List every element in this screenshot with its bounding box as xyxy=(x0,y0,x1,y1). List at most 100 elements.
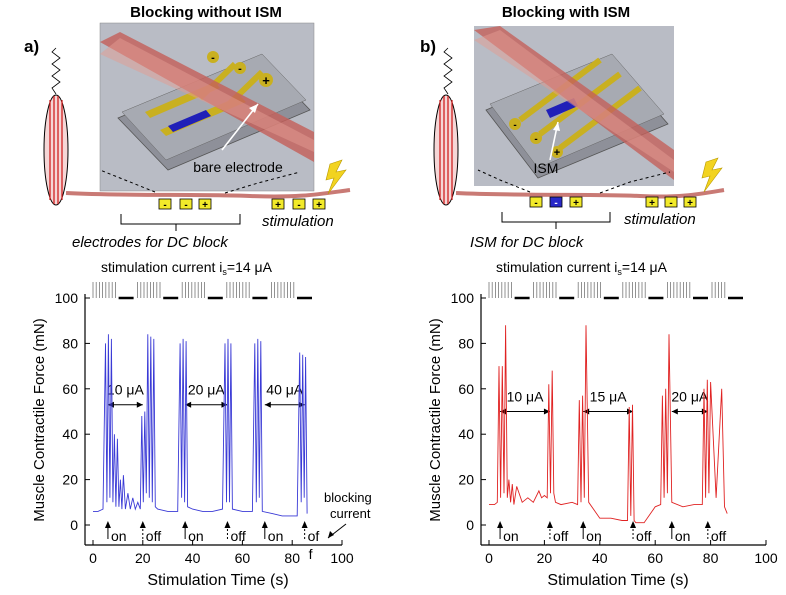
y-tick-label: 100 xyxy=(451,290,475,306)
svg-text:-: - xyxy=(534,198,537,209)
stimulation-label-a: stimulation xyxy=(262,213,334,230)
block-current-label: 20 μA xyxy=(188,382,226,398)
x-axis-label-a: Stimulation Time (s) xyxy=(147,572,288,589)
off-label: off xyxy=(146,528,161,544)
stimulation-pulse-train-a xyxy=(92,282,312,300)
force-trace-a xyxy=(93,334,308,517)
marker-arrowhead xyxy=(704,521,711,528)
svg-text:-: - xyxy=(211,52,215,64)
nerve-b xyxy=(455,188,725,199)
nerve-a xyxy=(65,188,351,199)
off-label-wrap: f xyxy=(309,546,313,562)
electrode-caption-a: electrodes for DC block xyxy=(72,234,229,251)
x-tick-label: 100 xyxy=(754,550,778,566)
stim-pads-a: + - + xyxy=(271,198,326,211)
lightning-icon xyxy=(325,159,347,195)
marker-arrowhead xyxy=(546,521,553,528)
device-illustration-a: - - + bare electrode xyxy=(99,22,315,192)
x-tick-label: 40 xyxy=(185,550,201,566)
blocking-label-a-2: current xyxy=(330,506,371,521)
electrode-bracket-a xyxy=(120,214,241,231)
svg-text:+: + xyxy=(275,200,281,211)
x-tick-label: 100 xyxy=(330,550,354,566)
arrowhead xyxy=(627,408,634,415)
marker-arrowhead xyxy=(104,521,111,528)
marker-arrowhead xyxy=(497,521,504,528)
electrode-bracket-b xyxy=(501,212,611,229)
marker-arrowhead xyxy=(224,521,231,528)
y-tick-label: 0 xyxy=(466,517,474,533)
marker-arrowhead xyxy=(630,521,637,528)
on-label: on xyxy=(675,528,691,544)
block-current-label: 10 μA xyxy=(107,382,145,398)
svg-text:+: + xyxy=(316,200,322,211)
block-current-label: 15 μA xyxy=(590,389,628,405)
on-label: on xyxy=(268,528,284,544)
on-label: on xyxy=(586,528,602,544)
x-tick-label: 60 xyxy=(647,550,663,566)
muscle-a xyxy=(43,47,69,206)
panel-a: a) Blocking without ISM - - + xyxy=(24,4,372,589)
x-tick-label: 40 xyxy=(592,550,608,566)
arrowhead xyxy=(298,401,305,408)
svg-text:-: - xyxy=(554,198,557,209)
svg-text:+: + xyxy=(262,73,270,88)
arrowhead xyxy=(543,408,550,415)
callout-bare-electrode: bare electrode xyxy=(193,159,283,175)
on-label: on xyxy=(111,528,127,544)
device-illustration-b: - - + ISM xyxy=(474,26,674,186)
arrowhead xyxy=(136,401,143,408)
arrowhead xyxy=(583,408,590,415)
x-tick-label: 80 xyxy=(284,550,300,566)
block-current-label: 20 μA xyxy=(671,389,709,405)
svg-text:+: + xyxy=(687,198,693,209)
stim-current-label-b: stimulation current is=14 μA xyxy=(496,259,668,277)
block-current-label: 40 μA xyxy=(266,382,304,398)
arrowhead xyxy=(185,401,192,408)
marker-arrowhead xyxy=(261,521,268,528)
electrode-pads-b: - - + xyxy=(529,196,583,209)
x-tick-label: 60 xyxy=(235,550,251,566)
off-label: off xyxy=(711,528,726,544)
marker-arrowhead xyxy=(668,521,675,528)
y-axis-label-b: Muscle Contractile Force (mN) xyxy=(427,318,444,521)
marker-arrowhead xyxy=(301,521,308,528)
off-label: off xyxy=(230,528,245,544)
block-annotations-b: 10 μA on off 15 μA on off 20 μA on off xyxy=(497,389,726,544)
axes-a: 0 20 40 60 80 100 0 20 40 60 80 100 xyxy=(55,290,354,566)
muscle-b xyxy=(433,47,459,206)
y-tick-label: 20 xyxy=(458,472,474,488)
off-label: off xyxy=(553,528,568,544)
blocking-label-a-1: blocking xyxy=(324,490,372,505)
y-tick-label: 100 xyxy=(55,290,79,306)
x-tick-label: 0 xyxy=(485,550,493,566)
stim-current-label-a: stimulation current is=14 μA xyxy=(101,259,273,277)
svg-text:-: - xyxy=(513,120,516,131)
stimulation-label-b: stimulation xyxy=(624,211,696,228)
svg-text:-: - xyxy=(297,200,300,211)
electrode-pads-a: - - + xyxy=(158,198,212,211)
svg-text:+: + xyxy=(649,198,655,209)
x-axis-label-b: Stimulation Time (s) xyxy=(547,572,688,589)
panel-b: b) Blocking with ISM - - + ISM xyxy=(420,4,778,589)
marker-arrowhead xyxy=(139,521,146,528)
x-tick-label: 80 xyxy=(703,550,719,566)
panel-b-label: b) xyxy=(420,37,436,56)
y-tick-label: 0 xyxy=(70,517,78,533)
callout-ism: ISM xyxy=(534,160,559,176)
y-tick-label: 80 xyxy=(62,335,78,351)
y-tick-label: 40 xyxy=(62,426,78,442)
stimulation-pulse-train-b xyxy=(488,282,743,300)
panel-a-label: a) xyxy=(24,37,39,56)
force-trace-b xyxy=(489,325,728,524)
y-axis-label-a: Muscle Contractile Force (mN) xyxy=(31,318,48,521)
on-label: on xyxy=(503,528,519,544)
marker-arrowhead xyxy=(182,521,189,528)
on-label: on xyxy=(188,528,204,544)
svg-text:+: + xyxy=(573,198,579,209)
svg-text:-: - xyxy=(184,200,187,211)
electrode-caption-b: ISM for DC block xyxy=(470,234,585,251)
svg-text:+: + xyxy=(554,147,560,159)
svg-text:-: - xyxy=(534,134,537,145)
